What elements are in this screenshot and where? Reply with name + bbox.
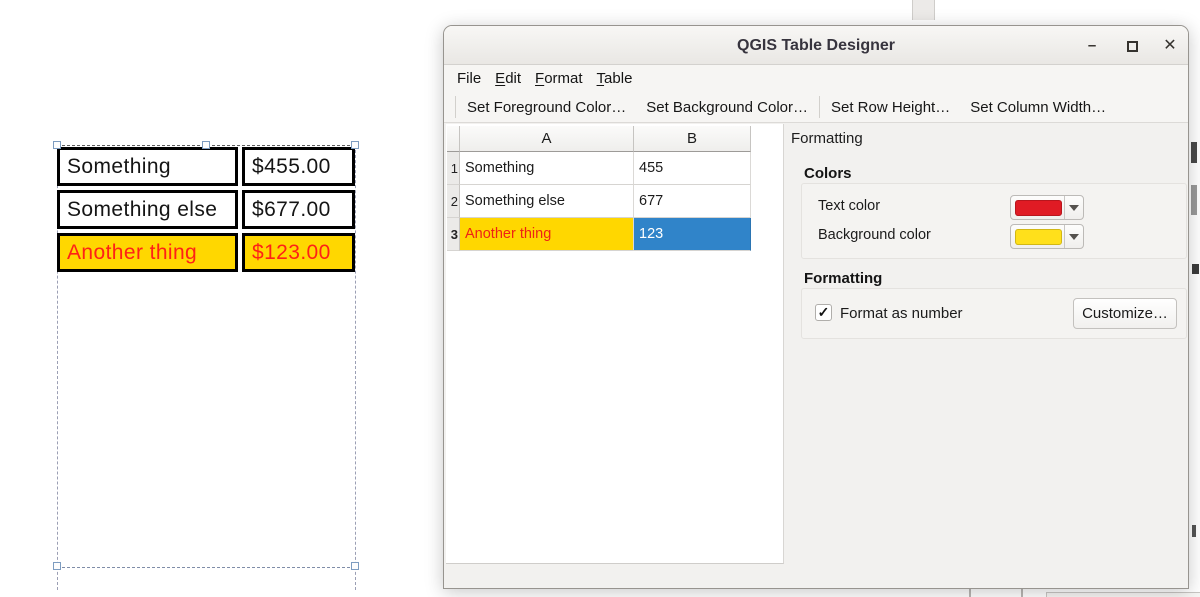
cell-b3-selected[interactable]: 123	[634, 218, 751, 251]
panel-title: Formatting	[791, 130, 863, 147]
background-scrollbar-fragment	[912, 0, 935, 20]
toolbar: Set Foreground Color… Set Background Col…	[444, 92, 1188, 123]
menu-format-accel: F	[535, 70, 545, 87]
toolbar-separator-1	[455, 96, 456, 118]
background-bottom-line-2	[1021, 589, 1023, 597]
selection-handle-top-right[interactable]	[351, 141, 359, 149]
menu-format-label: ormat	[544, 70, 583, 87]
chevron-down-icon	[1069, 205, 1079, 211]
format-as-number-label: Format as number	[840, 305, 963, 322]
background-window-fragment-1	[1191, 142, 1197, 163]
background-color-button[interactable]	[1010, 224, 1084, 249]
set-column-width-button[interactable]: Set Column Width…	[970, 98, 1107, 116]
cell-b1[interactable]: 455	[634, 152, 751, 185]
background-bottom-panel-edge	[1046, 592, 1200, 597]
background-window-fragment-3	[1192, 264, 1199, 274]
column-header-a[interactable]: A	[460, 126, 634, 152]
checkmark-icon: ✓	[817, 304, 830, 320]
minimize-button[interactable]: –	[1080, 34, 1104, 58]
window-title: QGIS Table Designer	[737, 37, 895, 54]
menu-edit-accel: E	[495, 70, 506, 87]
rendered-cell-label-2: Something else	[57, 190, 238, 229]
toolbar-separator-2	[819, 96, 820, 118]
menu-edit[interactable]: Edit	[488, 67, 528, 90]
background-window-fragment-4	[1192, 525, 1196, 537]
format-as-number-checkbox[interactable]: ✓	[815, 304, 832, 321]
selection-handle-bottom-left[interactable]	[53, 562, 61, 570]
background-color-swatch	[1015, 229, 1062, 245]
background-window-fragment-2	[1191, 185, 1197, 215]
rendered-cell-value-2: $677.00	[242, 190, 355, 229]
text-color-label: Text color	[818, 198, 881, 214]
selection-marquee-left	[57, 145, 58, 590]
qgis-table-designer-window: QGIS Table Designer – ✕ File Edit Format…	[443, 25, 1189, 589]
cell-a3[interactable]: Another thing	[460, 218, 634, 251]
title-bar[interactable]: QGIS Table Designer – ✕	[444, 26, 1188, 65]
rendered-table[interactable]: Something $455.00 Something else $677.00…	[57, 147, 355, 272]
text-color-dropdown[interactable]	[1064, 196, 1083, 219]
formatting-section-heading: Formatting	[804, 270, 883, 287]
row-header-1[interactable]: 1	[447, 152, 460, 185]
design-canvas: Something $455.00 Something else $677.00…	[0, 0, 443, 597]
maximize-icon	[1126, 41, 1138, 52]
background-bottom-line-1	[969, 589, 971, 597]
menu-file-label: File	[457, 70, 482, 87]
sheet-corner-cell[interactable]	[447, 126, 460, 152]
maximize-button[interactable]	[1120, 34, 1144, 58]
menu-format[interactable]: Format	[528, 67, 590, 90]
set-foreground-color-button[interactable]: Set Foreground Color…	[467, 98, 627, 116]
selection-marquee-bottom	[57, 567, 355, 568]
close-icon: ✕	[1163, 37, 1177, 54]
close-button[interactable]: ✕	[1158, 34, 1182, 58]
menu-bar: File Edit Format Table	[444, 65, 1188, 92]
background-color-dropdown[interactable]	[1064, 225, 1083, 248]
menu-table[interactable]: Table	[590, 67, 640, 90]
colors-group-frame	[801, 183, 1187, 259]
set-row-height-button[interactable]: Set Row Height…	[831, 98, 951, 116]
rendered-cell-value-3: $123.00	[242, 233, 355, 272]
colors-section-heading: Colors	[804, 165, 852, 182]
spreadsheet: A B 1 Something 455 2 Something else 677…	[446, 124, 784, 564]
menu-edit-label: dit	[505, 70, 522, 87]
cell-a1[interactable]: Something	[460, 152, 634, 185]
rendered-cell-label-3: Another thing	[57, 233, 238, 272]
column-header-b[interactable]: B	[634, 126, 751, 152]
selection-handle-top-left[interactable]	[53, 141, 61, 149]
cell-b2[interactable]: 677	[634, 185, 751, 218]
row-header-2[interactable]: 2	[447, 185, 460, 218]
menu-table-accel: T	[596, 70, 605, 87]
cell-a2[interactable]: Something else	[460, 185, 634, 218]
menu-table-label: able	[604, 70, 633, 87]
customize-button[interactable]: Customize…	[1073, 298, 1177, 329]
background-color-label: Background color	[818, 227, 931, 243]
rendered-cell-value-1: $455.00	[242, 147, 355, 186]
set-background-color-button[interactable]: Set Background Color…	[646, 98, 808, 116]
minimize-icon: –	[1087, 37, 1097, 54]
selection-marquee-right	[355, 145, 356, 590]
row-header-3[interactable]: 3	[447, 218, 460, 251]
rendered-cell-label-1: Something	[57, 147, 238, 186]
selection-handle-top-center[interactable]	[202, 141, 210, 149]
menu-file[interactable]: File	[450, 67, 488, 90]
text-color-swatch	[1015, 200, 1062, 216]
selection-handle-bottom-right[interactable]	[351, 562, 359, 570]
chevron-down-icon	[1069, 234, 1079, 240]
text-color-button[interactable]	[1010, 195, 1084, 220]
